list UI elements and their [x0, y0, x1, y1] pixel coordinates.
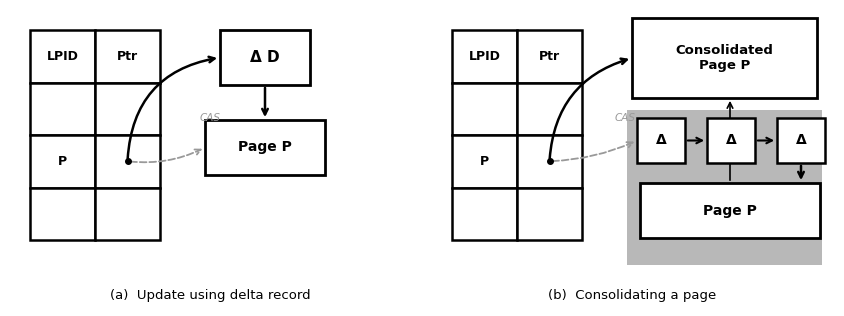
- Bar: [95, 82, 160, 135]
- Text: (a)  Update using delta record: (a) Update using delta record: [110, 289, 311, 301]
- Bar: [517, 30, 582, 82]
- Bar: [452, 187, 517, 240]
- Text: Page P: Page P: [703, 204, 757, 217]
- Bar: [95, 30, 160, 82]
- Bar: [30, 82, 95, 135]
- Text: Δ: Δ: [656, 133, 667, 148]
- Text: Page P: Page P: [238, 141, 292, 155]
- Bar: [707, 118, 755, 163]
- Bar: [452, 82, 517, 135]
- Bar: [220, 30, 310, 85]
- Bar: [95, 135, 160, 187]
- Text: Δ: Δ: [726, 133, 736, 148]
- Text: P: P: [480, 155, 489, 168]
- Bar: [30, 135, 95, 187]
- Text: (b)  Consolidating a page: (b) Consolidating a page: [548, 289, 716, 301]
- Text: CAS: CAS: [200, 113, 221, 123]
- Bar: [640, 183, 820, 238]
- Text: Ptr: Ptr: [539, 50, 560, 63]
- Text: Δ: Δ: [796, 133, 806, 148]
- Bar: [452, 30, 517, 82]
- Bar: [30, 30, 95, 82]
- Bar: [30, 187, 95, 240]
- Text: P: P: [58, 155, 67, 168]
- Bar: [632, 18, 817, 98]
- Text: LPID: LPID: [468, 50, 500, 63]
- Bar: [452, 135, 517, 187]
- Bar: [517, 82, 582, 135]
- Bar: [627, 110, 822, 265]
- Text: Consolidated
Page P: Consolidated Page P: [675, 44, 773, 72]
- Bar: [637, 118, 685, 163]
- Bar: [95, 187, 160, 240]
- Text: Δ D: Δ D: [250, 50, 280, 65]
- Text: CAS: CAS: [615, 113, 636, 123]
- Text: Ptr: Ptr: [117, 50, 138, 63]
- Bar: [517, 135, 582, 187]
- Bar: [777, 118, 825, 163]
- Bar: [517, 187, 582, 240]
- Bar: [205, 120, 325, 175]
- Text: LPID: LPID: [46, 50, 78, 63]
